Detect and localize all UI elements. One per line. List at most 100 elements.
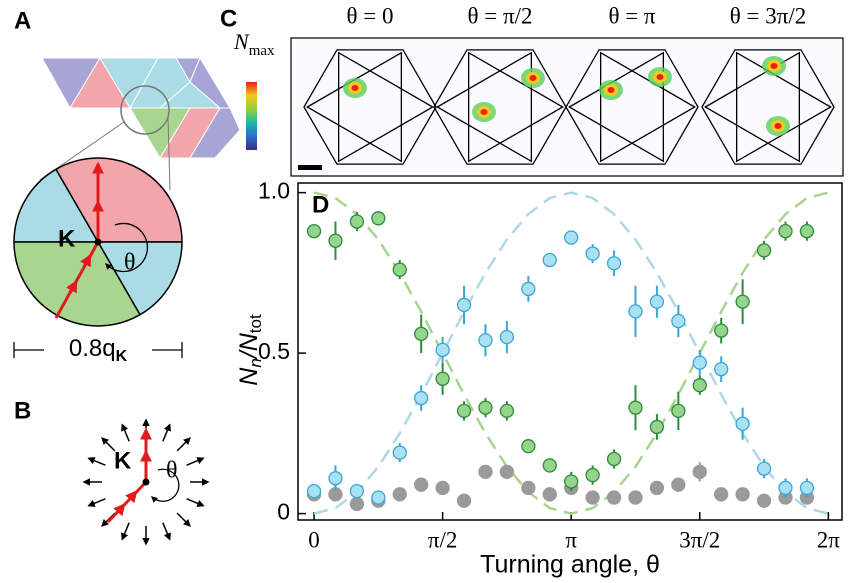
data-point [628,490,643,505]
data-point [542,487,557,502]
y-axis-label: Nn/Ntot [235,314,266,386]
scale-text: 0.8q [69,335,116,362]
k-label: K [114,447,132,474]
radial-arrow [186,457,205,466]
hexagon [565,49,699,165]
triangle [435,51,532,163]
triangle [567,51,664,163]
data-point [606,490,622,505]
data-point [542,458,557,473]
x-tick-label: 2π [817,527,841,552]
hexagon [701,49,835,165]
y-tick-label: 0 [277,499,290,525]
k-label: K [58,225,76,252]
brillouin-circle [13,157,183,327]
x-tick-label: π/2 [428,527,458,552]
atom-cloud [770,63,778,69]
x-axis-label: Turning angle, θ [480,551,660,579]
panel-label: A [14,7,31,34]
atom-cloud [774,123,782,129]
data-point [521,439,536,454]
radial-arrow [87,498,106,507]
triangle [337,51,435,163]
data-point [328,471,343,486]
data-point [671,403,686,419]
data-point [499,329,515,345]
data-point [628,400,643,415]
panel-d: D Turning angle, θ Nn/Ntot 0 π/2 π 3π/2 2π 0 0… [235,178,843,579]
data-point [735,294,750,309]
data-point [349,496,365,512]
data-point [456,493,472,508]
angle-arc [151,468,180,503]
data-point [414,326,429,341]
data-point [735,416,750,431]
radial-arrow [186,498,205,507]
triangle [600,51,697,163]
scale-bar [298,165,322,170]
atom-cloud [351,85,359,91]
data-point [414,477,429,492]
image-title: θ = π [608,3,655,28]
image-frame [290,37,844,177]
data-point [756,243,772,258]
radial-arrow [101,437,116,452]
y-label-part: /N [235,332,263,360]
plot-frame [297,182,843,521]
data-point [585,467,600,483]
data-point [392,487,407,502]
y-label-part: tot [246,314,265,333]
theta-label: θ [166,458,178,484]
panel-label: C [220,5,237,32]
data-point [692,464,707,480]
radial-arrow [162,522,171,541]
data-point [414,390,429,406]
data-point [542,252,557,268]
data-point [392,262,407,277]
path-line [106,480,148,524]
x-tick-label: 3π/2 [679,527,720,552]
data-point [435,480,450,496]
data-point [714,487,729,502]
k-point [142,478,150,486]
colorbar-text: N [233,29,250,54]
panel-a: A K θ [13,7,241,365]
image-title: θ = 0 [347,3,394,28]
data-point [478,333,493,348]
theta-label: θ [124,250,136,276]
scale-sub: K [116,348,128,365]
k-point [94,238,102,246]
data-point [585,490,600,505]
path-arrow [125,490,138,504]
scale-label: 0.8qK [69,335,128,365]
data-point [521,480,536,496]
colorbar-label: Nmax [233,29,275,59]
triangle [467,51,565,163]
panel-c: C Nmax θ = 0 θ = π/2 θ = π θ = 3π/2 [220,3,844,177]
path-arrow [66,279,78,294]
colorbar-sub: max [249,43,275,59]
y-label-part: n [246,358,265,367]
data-point [371,211,386,226]
hexagon [303,49,437,165]
data-point [564,230,579,245]
atom-cloud [607,87,615,93]
data-point [521,281,536,297]
data-point [328,233,343,248]
data-point [478,400,493,415]
data-point [756,461,772,476]
hexagon [433,49,567,165]
path-arrow [80,253,92,268]
data-point [692,378,707,393]
path-arrow [113,503,126,517]
y-label-part: N [235,367,263,386]
data-point [778,223,793,239]
x-tick-label: 0 [308,527,320,552]
zoom-line [167,117,171,191]
data-point [735,487,750,502]
data-point [349,483,365,499]
data-point [306,483,322,499]
lattice-strip [41,56,241,159]
data-point [564,474,579,489]
